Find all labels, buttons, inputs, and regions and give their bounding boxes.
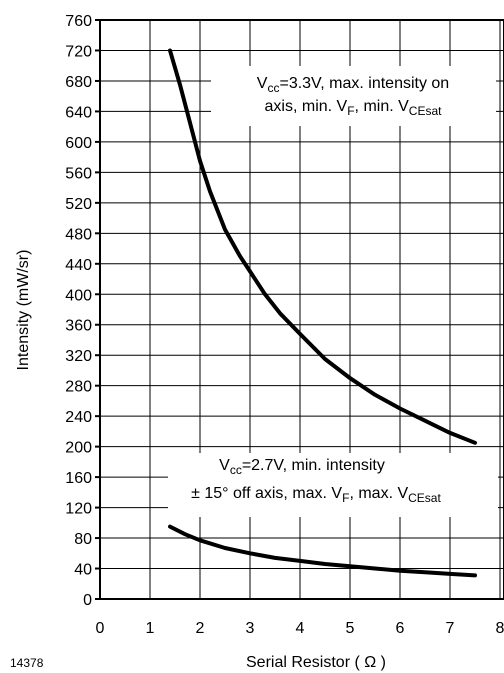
y-tick-label-320: 320: [65, 348, 92, 365]
y-tick-label-520: 520: [65, 196, 92, 213]
y-tick-label-120: 120: [65, 501, 92, 518]
annotation-lower-background: [168, 453, 498, 517]
y-tick-label-200: 200: [65, 440, 92, 457]
y-tick-label-40: 40: [74, 562, 92, 579]
annotation-upper-background: [211, 66, 496, 126]
x-tick-label-2: 2: [196, 620, 205, 637]
y-tick-label-160: 160: [65, 470, 92, 487]
annotation-upper: Vcc=3.3V, max. intensity on axis, min. V…: [211, 66, 496, 126]
y-tick-label-560: 560: [65, 165, 92, 182]
x-tick-label-1: 1: [146, 620, 155, 637]
x-tick-label-5: 5: [346, 620, 355, 637]
y-tick-label-280: 280: [65, 379, 92, 396]
y-tick-label-760: 760: [65, 13, 92, 30]
y-axis-title: Intensity (mW/sr): [15, 250, 32, 371]
y-tick-label-720: 720: [65, 43, 92, 60]
y-tick-label-400: 400: [65, 287, 92, 304]
y-tick-label-440: 440: [65, 257, 92, 274]
y-axis-ticks: 0 40 80 120 160 200 240 280 320 360 400 440 480 520 56…: [65, 13, 100, 609]
x-tick-label-4: 4: [296, 620, 305, 637]
y-tick-label-240: 240: [65, 409, 92, 426]
annotation-lower-line1: Vcc=2.7V, min. intensity: [219, 457, 385, 477]
annotation-upper-line2: axis, min. VF, min. VCEsat: [265, 98, 443, 118]
series-line-2: [168, 524, 477, 578]
x-tick-label-3: 3: [246, 620, 255, 637]
curves: [168, 48, 477, 578]
x-tick-label-7: 7: [446, 620, 455, 637]
plot-frame: [99, 19, 504, 600]
series-line-1: [168, 48, 477, 445]
y-tick-label-680: 680: [65, 74, 92, 91]
x-tick-label-0: 0: [96, 620, 105, 637]
figure-id: 14378: [10, 656, 44, 670]
annotation-upper-line1: Vcc=3.3V, max. intensity on: [257, 75, 449, 95]
annotation-lower-line2: ± 15° off axis, max. VF, max. VCEsat: [191, 485, 441, 505]
y-tick-label-80: 80: [74, 531, 92, 548]
y-tick-label-360: 360: [65, 318, 92, 335]
y-tick-label-480: 480: [65, 226, 92, 243]
y-tick-label-640: 640: [65, 104, 92, 121]
x-axis-title: Serial Resistor ( Ω ): [246, 654, 386, 671]
x-axis-ticks: 0 1 2 3 4 5 6 7 8: [96, 620, 504, 637]
annotation-lower: Vcc=2.7V, min. intensity ± 15° off axis,…: [168, 453, 498, 517]
y-tick-label-0: 0: [83, 592, 92, 609]
x-tick-label-6: 6: [396, 620, 405, 637]
y-tick-label-600: 600: [65, 135, 92, 152]
x-tick-label-8: 8: [496, 620, 504, 637]
